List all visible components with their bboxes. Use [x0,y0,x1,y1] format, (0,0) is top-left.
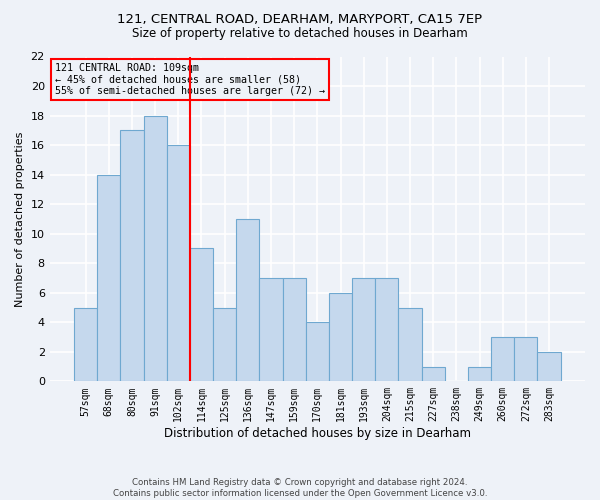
Bar [538,352,560,382]
Text: 121, CENTRAL ROAD, DEARHAM, MARYPORT, CA15 7EP: 121, CENTRAL ROAD, DEARHAM, MARYPORT, CA… [118,12,482,26]
Text: 121 CENTRAL ROAD: 109sqm
← 45% of detached houses are smaller (58)
55% of semi-d: 121 CENTRAL ROAD: 109sqm ← 45% of detach… [55,63,325,96]
Bar [514,337,538,382]
Bar [422,366,445,382]
Bar [306,322,329,382]
Bar [213,308,236,382]
Bar [143,116,167,382]
Text: Size of property relative to detached houses in Dearham: Size of property relative to detached ho… [132,28,468,40]
Bar [398,308,422,382]
Bar [352,278,375,382]
Bar [121,130,143,382]
Bar [74,308,97,382]
Bar [236,219,259,382]
Bar [283,278,306,382]
Bar [329,292,352,382]
Bar [259,278,283,382]
Text: Contains HM Land Registry data © Crown copyright and database right 2024.
Contai: Contains HM Land Registry data © Crown c… [113,478,487,498]
Y-axis label: Number of detached properties: Number of detached properties [15,131,25,306]
Bar [167,145,190,382]
X-axis label: Distribution of detached houses by size in Dearham: Distribution of detached houses by size … [164,427,471,440]
Bar [190,248,213,382]
Bar [375,278,398,382]
Bar [491,337,514,382]
Bar [468,366,491,382]
Bar [97,174,121,382]
